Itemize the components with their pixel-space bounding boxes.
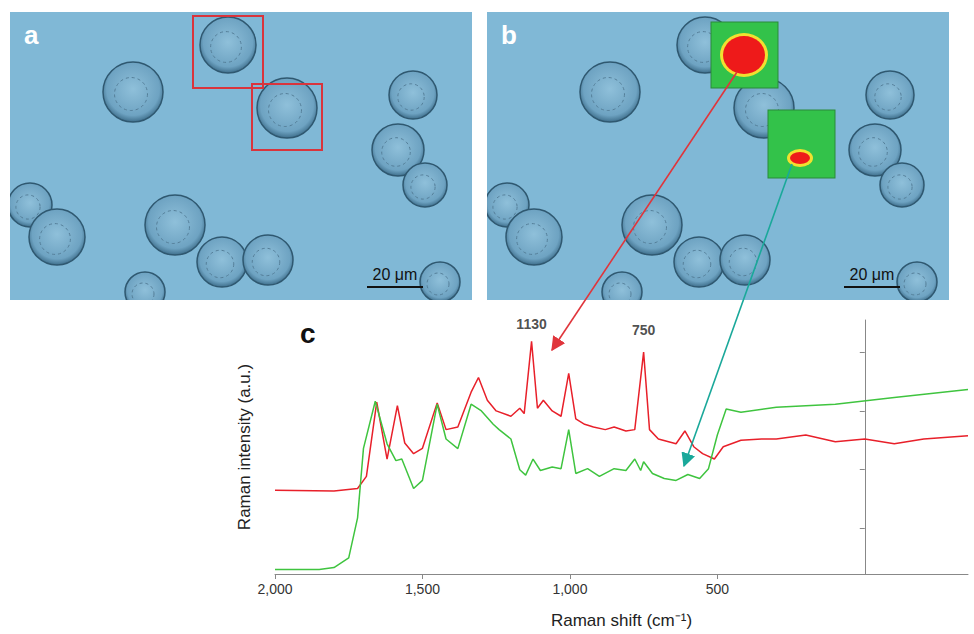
svg-text:b: b — [501, 20, 517, 50]
svg-text:1130: 1130 — [516, 316, 547, 332]
svg-text:1,500: 1,500 — [405, 581, 440, 597]
svg-text:Raman intensity (a.u.): Raman intensity (a.u.) — [235, 364, 254, 530]
svg-text:20 μm: 20 μm — [373, 266, 418, 283]
svg-text:a: a — [24, 20, 39, 50]
svg-text:20 μm: 20 μm — [850, 266, 895, 283]
svg-text:Raman shift (cm⁻¹): Raman shift (cm⁻¹) — [551, 611, 692, 630]
svg-text:750: 750 — [632, 322, 656, 338]
svg-text:1,000: 1,000 — [552, 581, 587, 597]
svg-text:2,000: 2,000 — [257, 581, 292, 597]
svg-text:c: c — [300, 318, 316, 349]
svg-text:500: 500 — [706, 581, 730, 597]
